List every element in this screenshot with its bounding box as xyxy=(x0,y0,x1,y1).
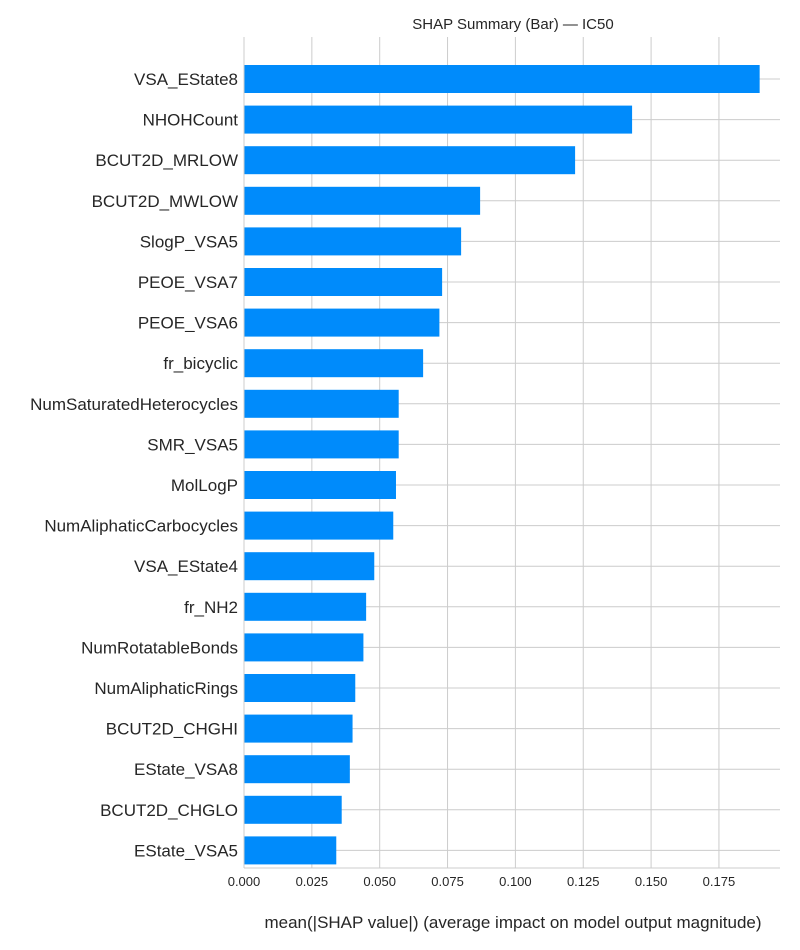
bar xyxy=(244,146,576,175)
bar xyxy=(244,674,356,702)
chart-title: SHAP Summary (Bar) — IC50 xyxy=(412,16,613,33)
bar xyxy=(244,714,353,743)
bar-layer xyxy=(244,65,760,865)
bar xyxy=(244,552,375,581)
category-label: PEOE_VSA7 xyxy=(138,273,238,292)
category-label: BCUT2D_CHGLO xyxy=(100,801,238,820)
bar xyxy=(244,105,633,134)
bar xyxy=(244,511,394,540)
category-label: VSA_EState4 xyxy=(134,557,238,576)
bar xyxy=(244,755,350,784)
category-label: PEOE_VSA6 xyxy=(138,314,238,333)
x-tick-label: 0.100 xyxy=(499,874,532,889)
x-tick-label: 0.125 xyxy=(567,874,600,889)
category-label: BCUT2D_CHGHI xyxy=(106,720,238,739)
category-label: MolLogP xyxy=(171,476,238,495)
x-tick-label: 0.000 xyxy=(228,874,261,889)
x-tick-label: 0.150 xyxy=(635,874,668,889)
category-labels: VSA_EState8 NHOHCount BCUT2D_MRLOW BCUT2D_M… xyxy=(30,70,238,860)
bar xyxy=(244,349,424,378)
bar xyxy=(244,592,367,621)
category-label: NumSaturatedHeterocycles xyxy=(30,395,238,414)
category-label: EState_VSA8 xyxy=(134,760,238,779)
category-label: fr_NH2 xyxy=(184,598,238,617)
bar xyxy=(244,430,399,459)
bar xyxy=(244,836,337,865)
category-label: fr_bicyclic xyxy=(163,354,238,373)
category-label: NumRotatableBonds xyxy=(81,638,238,657)
category-label: SlogP_VSA5 xyxy=(140,232,238,251)
bar xyxy=(244,471,396,499)
category-label: EState_VSA5 xyxy=(134,841,238,860)
x-tick-label: 0.175 xyxy=(703,874,736,889)
category-label: SMR_VSA5 xyxy=(147,435,238,454)
x-tick-label: 0.050 xyxy=(363,874,396,889)
bar xyxy=(244,186,481,215)
bar xyxy=(244,65,760,93)
x-tick-label: 0.075 xyxy=(431,874,464,889)
category-label: BCUT2D_MRLOW xyxy=(95,151,238,170)
x-axis-label: mean(|SHAP value|) (average impact on mo… xyxy=(264,913,761,932)
x-tick-labels: 0.000 0.025 0.050 0.075 0.100 0.125 0.150 0.175 xyxy=(228,874,735,889)
bar xyxy=(244,389,399,418)
x-tick-label: 0.025 xyxy=(296,874,329,889)
category-label: VSA_EState8 xyxy=(134,70,238,89)
bar xyxy=(244,633,364,662)
bar xyxy=(244,227,462,256)
category-label: NumAliphaticRings xyxy=(94,679,238,698)
bar xyxy=(244,795,342,824)
bar xyxy=(244,308,440,337)
category-label: BCUT2D_MWLOW xyxy=(92,192,238,211)
category-label: NumAliphaticCarbocycles xyxy=(44,517,238,536)
bar xyxy=(244,268,443,296)
category-label: NHOHCount xyxy=(143,111,239,130)
